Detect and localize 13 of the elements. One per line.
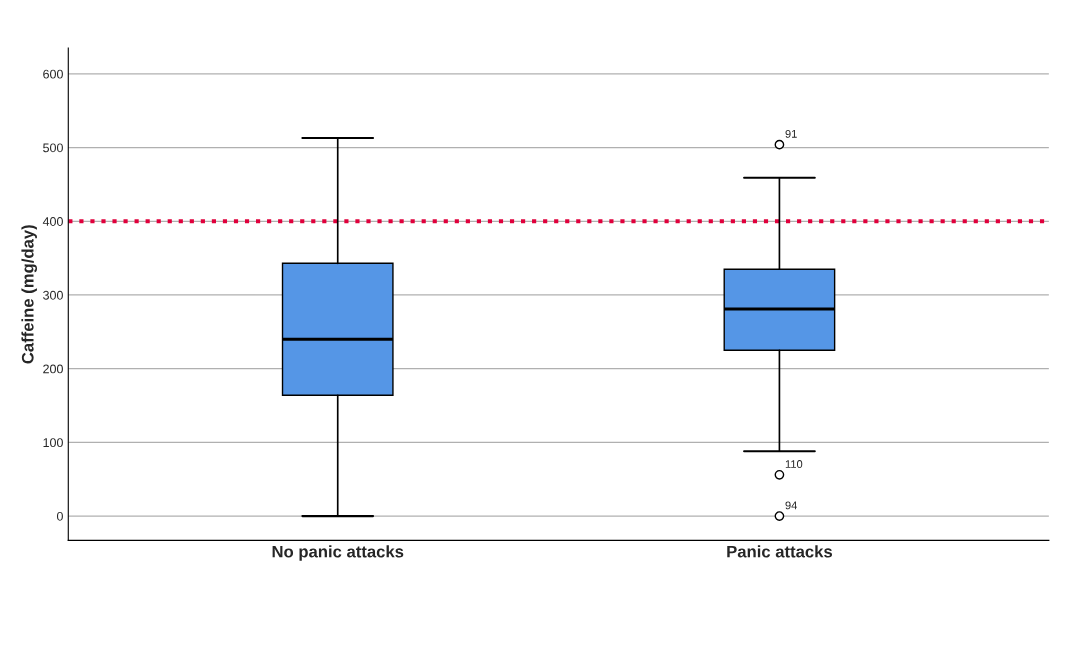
annotation: 110 xyxy=(785,460,803,468)
annotation: 94 xyxy=(785,501,798,510)
y-tick-label: 200 xyxy=(43,364,63,374)
y-tick-label: 100 xyxy=(43,438,63,448)
y-tick-label: 600 xyxy=(43,69,63,79)
y-tick-label: 300 xyxy=(43,290,63,300)
y-tick-label: 400 xyxy=(42,217,63,226)
y-tick-label: 0 xyxy=(56,511,63,521)
x-tick-label: Panic attacks xyxy=(727,545,833,558)
x-tick-label: No panic attacks xyxy=(272,545,404,561)
annotation: 91 xyxy=(785,129,797,138)
y-axis-title: Caffeine (mg/day) xyxy=(21,225,38,364)
y-tick-label: 500 xyxy=(43,143,63,153)
